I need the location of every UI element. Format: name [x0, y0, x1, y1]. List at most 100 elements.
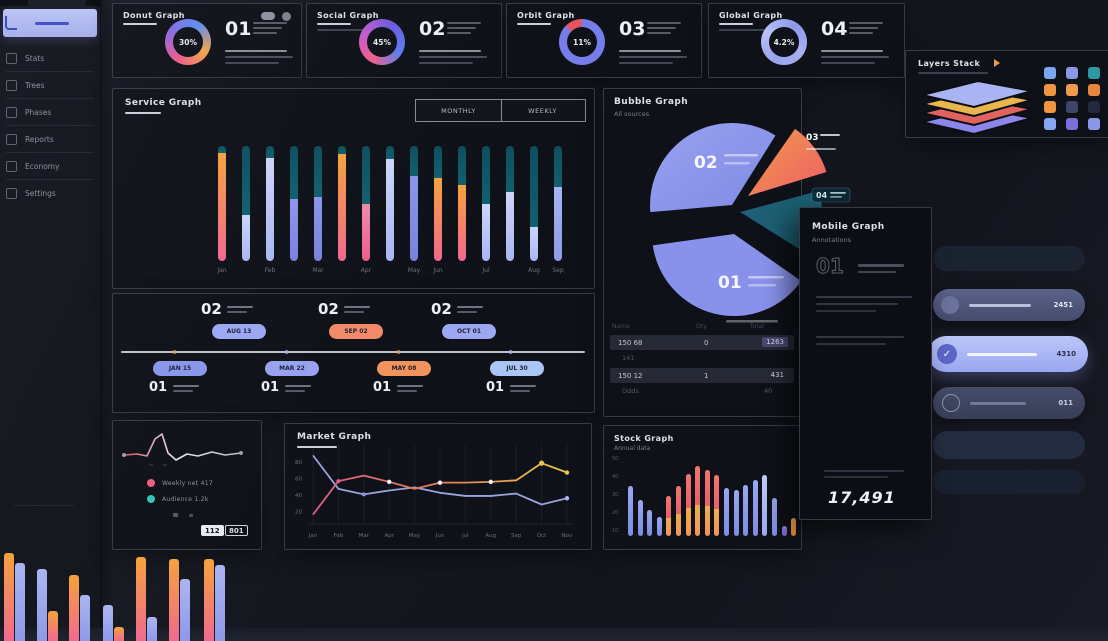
card-text-line — [821, 50, 883, 52]
stat-card-3: Orbit Graph 11% 03 — [506, 3, 702, 78]
card-detail-line — [253, 32, 277, 34]
grid-square-icon[interactable] — [1088, 101, 1100, 113]
pie-tag-04[interactable] — [811, 187, 851, 203]
card-detail-line — [647, 27, 676, 29]
pill-row-5[interactable] — [933, 431, 1085, 459]
stats-icon — [6, 52, 17, 64]
timeline-chip[interactable]: JAN 15 — [153, 361, 207, 376]
timeline-chip[interactable]: OCT 01 — [442, 324, 496, 339]
bar-x-label: Apr — [360, 267, 372, 274]
bar-segment-teal — [338, 146, 346, 154]
report-y-tick: 20 — [612, 510, 619, 516]
y-tick-label: 80 — [295, 460, 302, 466]
dot-icon[interactable] — [282, 12, 291, 21]
mobile-line — [816, 343, 886, 345]
sidebar-item-active[interactable] — [3, 9, 97, 37]
sidebar-top-tab — [28, 0, 86, 6]
timeline-tick — [509, 350, 512, 354]
pie-label-03: 03 — [806, 133, 819, 143]
grid-square-icon[interactable] — [1066, 118, 1078, 130]
card-text-line — [419, 62, 473, 64]
timeline-chip[interactable]: SEP 02 — [329, 324, 383, 339]
line-title: Market Graph — [297, 432, 372, 442]
layers-title: Layers Stack — [918, 59, 981, 68]
timeline-chip[interactable]: MAR 22 — [265, 361, 319, 376]
bottom-bar — [215, 565, 225, 641]
card-text-line — [821, 56, 889, 58]
stacked-bar — [218, 146, 226, 261]
sidebar-divider — [6, 152, 94, 153]
pill-row-2[interactable]: 2451 — [933, 289, 1085, 321]
pie-detail-line — [806, 148, 836, 150]
circle-outline-icon — [942, 394, 960, 412]
grid-square-icon[interactable] — [1066, 67, 1078, 79]
timeline-chip[interactable]: MAY 08 — [377, 361, 431, 376]
card-text-line — [225, 50, 287, 52]
stacked-bar — [314, 146, 322, 261]
y-tick-label: 20 — [295, 510, 302, 516]
bottom-bar — [147, 617, 157, 641]
grid-square-icon[interactable] — [1088, 118, 1100, 130]
sidebar-item-reports[interactable]: Reports — [6, 129, 96, 149]
card-detail-line — [849, 22, 883, 24]
bottom-bar — [204, 559, 214, 641]
bar-segment-teal — [386, 146, 394, 159]
timeline-chip[interactable]: JUL 30 — [490, 361, 544, 376]
x-tick-label: Feb — [334, 533, 344, 539]
card-text-line — [419, 50, 481, 52]
stat-card-1: Donut Graph 30% 01 — [112, 3, 302, 78]
sidebar-item-trees[interactable]: Trees — [6, 75, 96, 95]
grid-square-icon[interactable] — [1044, 101, 1056, 113]
grid-square-icon[interactable] — [1066, 101, 1078, 113]
timeline-chip[interactable]: AUG 13 — [212, 324, 266, 339]
mobile-card: Mobile Graph Annotations 01 17,491 — [799, 207, 932, 520]
card-big-number: 03 — [619, 18, 646, 40]
stats-pill-icon[interactable] — [261, 12, 275, 20]
grid-square-icon[interactable] — [1088, 84, 1100, 96]
y-tick-label: 60 — [295, 477, 302, 483]
sidebar-item-settings[interactable]: Settings — [6, 183, 96, 203]
pill-row-3[interactable]: ✓ 4310 — [928, 336, 1088, 372]
bottom-bar — [103, 605, 113, 641]
report-chart-panel: Stock Graph Annual data 50 40 30 20 10 — [603, 425, 802, 550]
table-row[interactable]: 150 12 1 431 — [610, 368, 794, 383]
report-bar — [656, 517, 662, 536]
grid-square-icon[interactable] — [1044, 67, 1056, 79]
table-row[interactable]: 150 68 0 1263 — [610, 335, 794, 350]
sidebar-item-phases[interactable]: Phases — [6, 102, 96, 122]
table-cell: 150 12 — [618, 372, 643, 380]
sidebar-divider — [6, 71, 94, 72]
sidebar-item-stats[interactable]: Stats — [6, 48, 96, 68]
grid-square-icon[interactable] — [1066, 84, 1078, 96]
card-text-line — [821, 62, 875, 64]
pie-chart-panel: Bubble Graph All sources Name Qty Total 150… — [603, 88, 802, 417]
card-title-underline — [719, 23, 753, 25]
weekly-button[interactable]: WEEKLY — [500, 99, 586, 122]
timeline-detail-line — [510, 385, 536, 387]
grid-square-icon[interactable] — [1044, 84, 1056, 96]
sidebar-item-label: Reports — [25, 134, 54, 144]
report-bar — [628, 486, 633, 536]
card-text-line — [619, 62, 673, 64]
invoice-title-underline — [125, 112, 161, 114]
pill-value: 011 — [1058, 399, 1073, 407]
pill-row-1[interactable] — [933, 246, 1085, 271]
report-bar-top — [704, 470, 710, 506]
stacked-bar — [410, 146, 418, 261]
footer-band — [0, 628, 1108, 641]
bottom-grouped-bars — [0, 548, 245, 641]
bar-x-label: Mar — [312, 267, 324, 274]
monthly-button[interactable]: MONTHLY — [415, 99, 502, 122]
timeline-bottom-number: 01 — [149, 380, 168, 395]
pill-row-4[interactable]: 011 — [933, 387, 1085, 419]
card-detail-line — [447, 22, 481, 24]
card-title-underline — [317, 23, 351, 25]
pill-row-6[interactable] — [933, 470, 1085, 494]
sidebar-divider — [6, 98, 94, 99]
grid-square-icon[interactable] — [1088, 67, 1100, 79]
table-cell-value: 431 — [770, 371, 784, 379]
report-y-tick: 40 — [612, 474, 619, 480]
sidebar-item-economy[interactable]: Economy — [6, 156, 96, 176]
card-detail-line — [849, 32, 873, 34]
grid-square-icon[interactable] — [1044, 118, 1056, 130]
